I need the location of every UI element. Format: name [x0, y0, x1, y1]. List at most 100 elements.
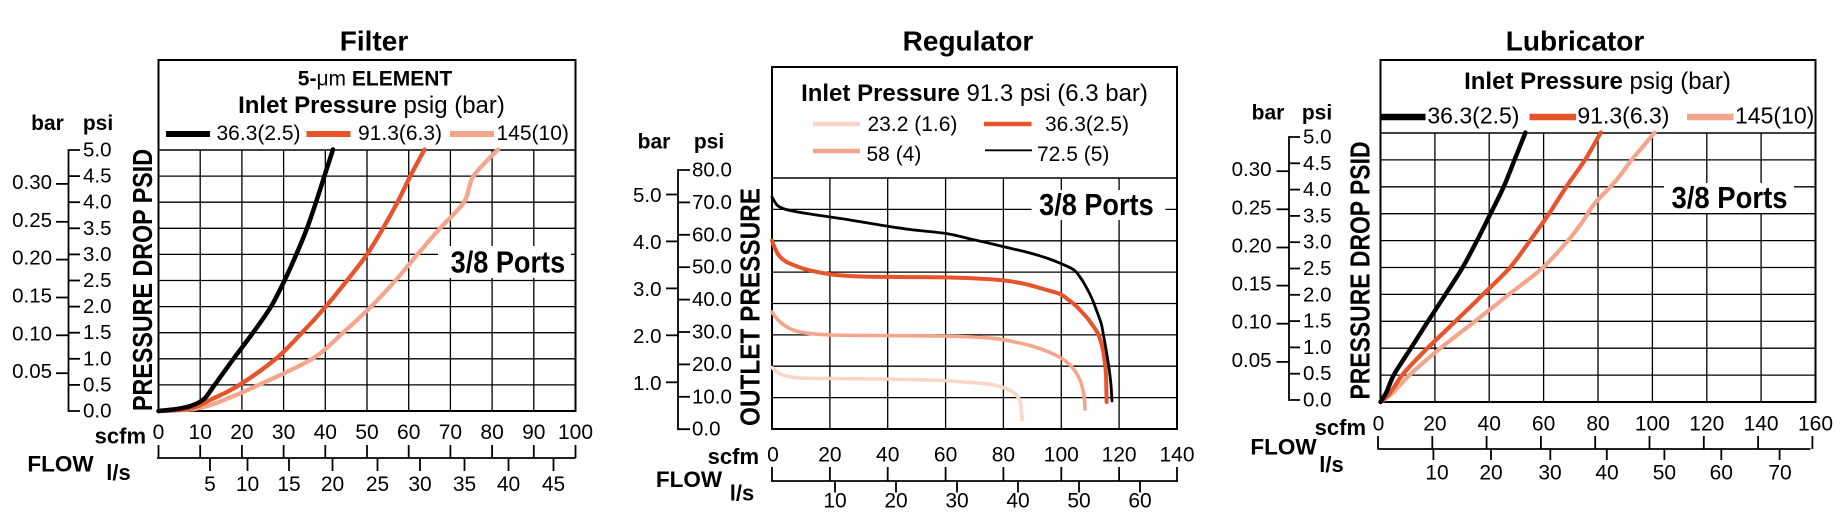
svg-text:30.0: 30.0 [692, 321, 732, 344]
svg-text:70.0: 70.0 [692, 191, 732, 214]
svg-text:60: 60 [934, 444, 957, 467]
svg-text:20: 20 [884, 490, 907, 513]
svg-text:145(10): 145(10) [1735, 103, 1814, 129]
svg-text:scfm: scfm [708, 444, 759, 469]
svg-text:80: 80 [992, 444, 1015, 467]
svg-text:10.0: 10.0 [692, 385, 732, 408]
svg-text:20: 20 [230, 421, 253, 444]
svg-text:2.5: 2.5 [1303, 257, 1332, 280]
svg-text:40: 40 [1478, 413, 1501, 436]
svg-text:60: 60 [1710, 462, 1733, 485]
svg-text:5.0: 5.0 [633, 184, 662, 207]
svg-text:0.5: 0.5 [1303, 362, 1332, 385]
svg-text:0.25: 0.25 [12, 209, 52, 232]
svg-text:70: 70 [1768, 462, 1791, 485]
svg-text:l/s: l/s [1319, 452, 1343, 477]
svg-text:4.0: 4.0 [633, 231, 662, 254]
svg-text:4.5: 4.5 [1303, 152, 1332, 175]
svg-text:3/8 Ports: 3/8 Ports [1039, 187, 1154, 222]
svg-text:140: 140 [1159, 444, 1194, 467]
svg-text:0.10: 0.10 [12, 322, 52, 345]
svg-text:1.0: 1.0 [633, 372, 662, 395]
svg-text:5: 5 [204, 473, 216, 496]
svg-text:3.0: 3.0 [83, 243, 112, 266]
svg-text:4.5: 4.5 [83, 165, 112, 188]
svg-text:40: 40 [1595, 462, 1618, 485]
svg-text:0.0: 0.0 [83, 400, 112, 423]
svg-text:3.0: 3.0 [1303, 231, 1332, 254]
svg-text:l/s: l/s [106, 460, 130, 485]
svg-text:50: 50 [355, 421, 378, 444]
svg-text:140: 140 [1744, 413, 1779, 436]
svg-text:0.0: 0.0 [692, 418, 721, 441]
svg-text:0.0: 0.0 [1303, 389, 1332, 412]
svg-text:0.10: 0.10 [1232, 311, 1272, 334]
svg-text:72.5 (5): 72.5 (5) [1037, 143, 1109, 166]
svg-text:10: 10 [823, 490, 846, 513]
svg-text:36.3(2.5): 36.3(2.5) [1045, 113, 1129, 136]
svg-text:bar: bar [1252, 101, 1285, 124]
svg-text:50: 50 [1653, 462, 1676, 485]
svg-text:5.0: 5.0 [1303, 126, 1332, 149]
svg-text:0.20: 0.20 [1232, 235, 1272, 258]
svg-text:10: 10 [1425, 462, 1448, 485]
svg-text:100: 100 [558, 421, 593, 444]
svg-text:0.20: 0.20 [12, 247, 52, 270]
svg-text:0.15: 0.15 [12, 285, 52, 308]
svg-text:20: 20 [1423, 413, 1446, 436]
svg-text:0.05: 0.05 [12, 360, 52, 383]
svg-text:40: 40 [1006, 490, 1029, 513]
svg-text:5.0: 5.0 [83, 139, 112, 162]
svg-text:30: 30 [272, 421, 295, 444]
svg-text:58 (4): 58 (4) [867, 143, 922, 166]
svg-text:0.5: 0.5 [83, 373, 112, 396]
svg-text:3.5: 3.5 [83, 217, 112, 240]
svg-text:Lubricator: Lubricator [1506, 26, 1645, 57]
svg-text:l/s: l/s [730, 481, 754, 506]
svg-text:Filter: Filter [340, 26, 409, 57]
svg-text:psi: psi [1302, 101, 1332, 124]
svg-text:5-μm ELEMENT: 5-μm ELEMENT [298, 67, 453, 90]
svg-text:60: 60 [1128, 490, 1151, 513]
svg-text:0.30: 0.30 [12, 171, 52, 194]
svg-text:psi: psi [694, 131, 724, 154]
svg-text:145(10): 145(10) [497, 122, 569, 145]
svg-text:1.5: 1.5 [83, 321, 112, 344]
svg-text:3/8 Ports: 3/8 Ports [1672, 180, 1788, 215]
svg-text:20: 20 [818, 444, 841, 467]
svg-text:2.5: 2.5 [83, 269, 112, 292]
svg-text:23.2 (1.6): 23.2 (1.6) [868, 113, 958, 136]
svg-text:30: 30 [408, 473, 431, 496]
svg-text:80: 80 [480, 421, 503, 444]
svg-text:FLOW: FLOW [27, 452, 94, 477]
svg-text:OUTLET PRESSURE: OUTLET PRESSURE [735, 188, 766, 426]
svg-text:4.0: 4.0 [83, 191, 112, 214]
svg-text:36.3(2.5): 36.3(2.5) [1427, 103, 1519, 129]
svg-text:2.0: 2.0 [83, 295, 112, 318]
svg-text:Regulator: Regulator [903, 26, 1034, 57]
svg-text:120: 120 [1102, 444, 1137, 467]
svg-text:91.3(6.3): 91.3(6.3) [358, 122, 442, 145]
svg-text:3/8 Ports: 3/8 Ports [451, 245, 566, 280]
svg-text:10: 10 [236, 473, 259, 496]
svg-text:40: 40 [497, 473, 520, 496]
svg-text:91.3(6.3): 91.3(6.3) [1577, 103, 1669, 129]
svg-text:0.05: 0.05 [1232, 349, 1272, 372]
svg-text:80: 80 [1586, 413, 1609, 436]
svg-text:90: 90 [522, 421, 545, 444]
svg-text:40: 40 [876, 444, 899, 467]
svg-text:FLOW: FLOW [656, 467, 723, 492]
svg-text:70: 70 [439, 421, 462, 444]
svg-text:20: 20 [321, 473, 344, 496]
svg-text:15: 15 [277, 473, 300, 496]
svg-text:30: 30 [1538, 462, 1561, 485]
svg-text:120: 120 [1689, 413, 1724, 436]
svg-text:100: 100 [1635, 413, 1670, 436]
svg-text:3.5: 3.5 [1303, 204, 1332, 227]
svg-text:0: 0 [1373, 413, 1385, 436]
svg-text:1.0: 1.0 [83, 347, 112, 370]
svg-text:60.0: 60.0 [692, 223, 732, 246]
svg-text:3.0: 3.0 [633, 278, 662, 301]
svg-text:36.3(2.5): 36.3(2.5) [217, 122, 301, 145]
svg-text:4.0: 4.0 [1303, 178, 1332, 201]
